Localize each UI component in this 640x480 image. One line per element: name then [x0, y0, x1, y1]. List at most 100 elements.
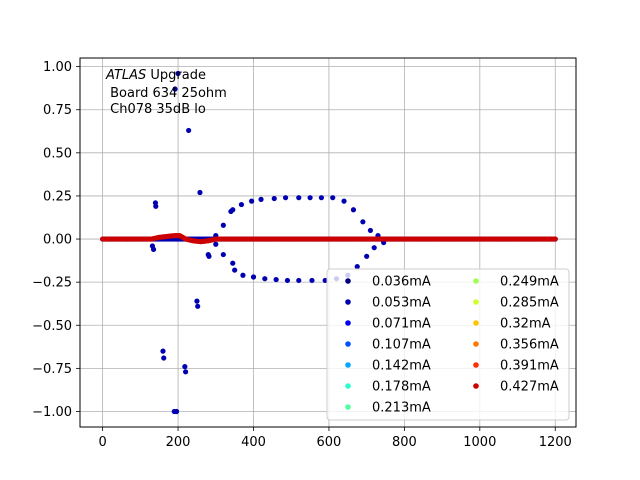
legend-label: 0.391mA	[500, 359, 559, 374]
annotation-line-1: ATLAS Upgrade	[105, 68, 206, 83]
data-point-0.053mA	[262, 276, 268, 282]
legend-marker	[345, 320, 351, 326]
data-point-0.053mA	[273, 276, 279, 283]
data-point-0.036mA	[161, 355, 167, 361]
legend-marker	[473, 299, 479, 305]
data-point-0.036mA	[197, 189, 203, 196]
axes-frame	[79, 57, 577, 428]
data-point-0.036mA	[186, 127, 192, 134]
legend-entry: 0.356mA	[473, 338, 559, 353]
data-point-0.053mA	[271, 195, 277, 202]
annotation: ATLAS Upgrade Board 634 25ohm Ch078 35dB…	[105, 68, 227, 117]
legend-entry: 0.249mA	[473, 275, 559, 290]
x-tick-label: 1000	[463, 435, 496, 450]
data-point-0.036mA	[150, 246, 157, 252]
y-tick-label: −0.25	[32, 276, 72, 291]
x-tick-label: 600	[317, 435, 342, 450]
legend-marker	[473, 278, 479, 284]
legend-label: 0.071mA	[372, 317, 431, 332]
legend-label: 0.036mA	[372, 275, 431, 290]
legend-label: 0.178mA	[372, 380, 431, 395]
data-point-0.053mA	[284, 277, 291, 284]
data-point-0.036mA	[160, 348, 166, 354]
x-tick-label: 800	[392, 435, 417, 450]
legend: 0.036mA 0.053mA 0.071mA 0.107mA 0.142mA 0.178…	[326, 268, 570, 421]
data-point-0.053mA	[341, 198, 347, 204]
annotation-upgrade: Upgrade	[146, 68, 206, 83]
data-layer	[100, 70, 558, 415]
data-point-0.053mA	[371, 245, 377, 251]
legend-entry: 0.213mA	[345, 401, 431, 416]
data-point-0.053mA	[258, 196, 264, 202]
data-point-0.036mA	[206, 253, 212, 259]
data-point-0.036mA	[153, 203, 159, 209]
data-point-0.036mA	[194, 298, 200, 304]
legend-label: 0.213mA	[372, 401, 431, 416]
legend-marker	[345, 341, 351, 347]
y-tick-label: 0.75	[43, 103, 72, 118]
annotation-line-3: Ch078 35dB lo	[106, 102, 206, 117]
data-point-0.053mA	[309, 277, 315, 284]
legend-label: 0.142mA	[372, 359, 431, 374]
data-point-0.036mA	[175, 70, 181, 77]
data-point-0.427mA	[552, 236, 558, 242]
data-point-0.036mA	[195, 303, 201, 309]
legend-marker	[473, 341, 479, 347]
data-point-0.036mA	[172, 86, 178, 92]
legend-marker	[345, 383, 351, 389]
legend-label: 0.356mA	[500, 338, 559, 353]
data-point-0.053mA	[232, 267, 238, 273]
legend-marker	[473, 383, 479, 389]
data-point-0.053mA	[240, 272, 246, 278]
data-point-0.053mA	[330, 195, 336, 201]
legend-label: 0.32mA	[500, 317, 551, 332]
y-tick-label: 1.00	[43, 60, 72, 75]
y-tick-label: −0.50	[32, 319, 72, 334]
annotation-atlas: ATLAS	[105, 68, 146, 83]
legend-marker	[345, 299, 351, 305]
legend-label: 0.285mA	[500, 296, 559, 311]
legend-entry: 0.071mA	[345, 317, 431, 332]
data-point-0.053mA	[354, 264, 360, 270]
legend-marker	[345, 404, 351, 410]
x-tick-label: 0	[98, 435, 106, 450]
data-point-0.053mA	[220, 251, 226, 258]
data-point-0.053mA	[282, 195, 289, 201]
data-point-0.053mA	[213, 241, 219, 247]
data-point-0.036mA	[173, 408, 180, 415]
legend-box	[326, 268, 570, 421]
data-point-0.053mA	[220, 222, 226, 228]
data-point-0.053mA	[350, 207, 357, 213]
legend-entry: 0.285mA	[473, 296, 559, 311]
y-tick-label: 0.00	[43, 233, 72, 248]
data-point-0.053mA	[296, 195, 302, 201]
legend-entry: 0.32mA	[473, 317, 551, 332]
legend-label: 0.053mA	[372, 296, 431, 311]
data-point-0.053mA	[249, 198, 255, 204]
data-point-0.036mA	[182, 364, 188, 370]
data-point-0.053mA	[250, 274, 257, 280]
data-point-0.036mA	[183, 369, 189, 375]
y-tick-label: 0.50	[43, 146, 72, 161]
y-tick-label: −0.75	[32, 362, 72, 377]
legend-entry: 0.178mA	[345, 380, 431, 395]
data-point-0.053mA	[307, 195, 313, 201]
data-point-0.053mA	[230, 207, 236, 213]
data-point-0.053mA	[364, 253, 370, 259]
data-point-0.053mA	[296, 277, 302, 284]
legend-entry: 0.053mA	[345, 296, 431, 311]
y-tick-label: −1.00	[32, 405, 72, 420]
legend-entry: 0.036mA	[345, 275, 431, 290]
y-tick-label: 0.25	[43, 189, 72, 204]
x-tick-label: 1200	[539, 435, 572, 450]
data-point-0.053mA	[360, 219, 366, 225]
x-tick-label: 200	[166, 435, 191, 450]
x-tick-label: 400	[241, 435, 266, 450]
legend-label: 0.107mA	[372, 338, 431, 353]
legend-marker	[473, 320, 479, 326]
legend-marker	[345, 278, 351, 284]
annotation-line-2: Board 634 25ohm	[106, 86, 227, 101]
legend-marker	[345, 362, 351, 368]
